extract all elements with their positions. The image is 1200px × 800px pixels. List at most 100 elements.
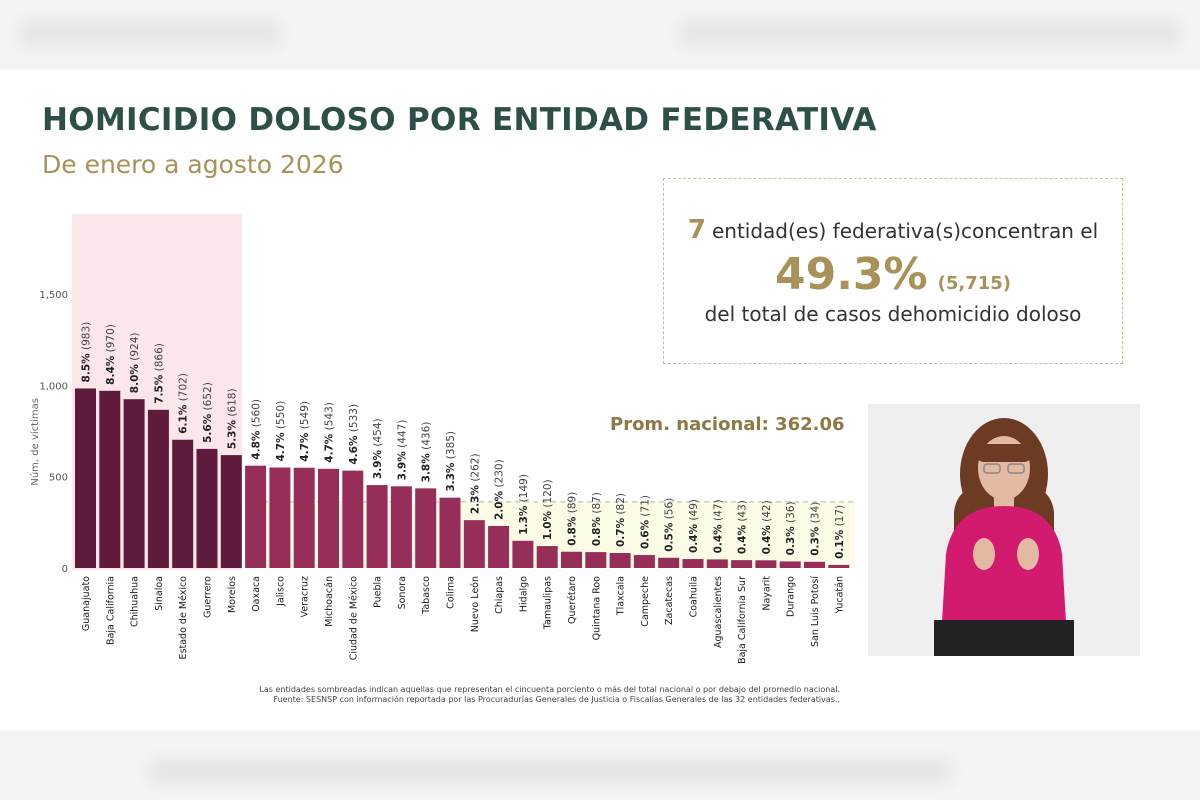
interpreter-figure <box>868 404 1140 656</box>
page-subtitle: De enero a agosto 2026 <box>42 150 344 179</box>
sign-language-interpreter <box>868 404 1140 656</box>
data-label-percent: 0.8% <box>567 516 579 546</box>
summary-percent: 49.3% <box>774 249 928 300</box>
data-label-count: (385) <box>445 431 457 463</box>
data-label-count: (42) <box>761 500 773 525</box>
data-label-count: (71) <box>639 495 651 520</box>
data-label-percent: 0.3% <box>785 526 797 556</box>
data-label-percent: 5.3% <box>226 420 238 450</box>
data-label: 6.1% (702) <box>178 373 190 434</box>
data-label-percent: 8.4% <box>105 355 117 385</box>
data-label-percent: 0.6% <box>639 519 651 549</box>
data-label: 0.7% (82) <box>615 493 627 547</box>
data-label-percent: 5.6% <box>202 413 214 443</box>
data-label: 8.4% (970) <box>105 324 117 385</box>
category-label: Chihuahua <box>130 576 141 627</box>
footnote-line-1: Las entidades sombreadas indican aquella… <box>259 685 840 694</box>
data-label-percent: 4.6% <box>348 435 360 465</box>
data-label-count: (82) <box>615 493 627 518</box>
data-label-count: (983) <box>81 322 93 354</box>
category-label: Guanajuato <box>81 576 92 631</box>
bar <box>536 546 558 568</box>
summary-line-2: 49.3% (5,715) <box>664 249 1122 300</box>
data-label: 0.4% (47) <box>712 499 724 553</box>
category-label: San Luis Potosí <box>810 576 821 647</box>
data-label: 3.3% (385) <box>445 431 457 492</box>
category-label: Ciudad de México <box>348 576 359 660</box>
data-label-count: (149) <box>518 474 530 506</box>
bar <box>682 559 704 568</box>
data-label-percent: 0.1% <box>834 529 846 559</box>
data-label: 4.7% (549) <box>299 401 311 462</box>
category-label: Michoacán <box>324 576 335 627</box>
data-label-percent: 0.7% <box>615 517 627 547</box>
data-label-percent: 0.5% <box>664 522 676 552</box>
bar <box>245 465 267 568</box>
data-label-percent: 6.1% <box>178 404 190 434</box>
bar <box>609 553 631 568</box>
data-label: 0.1% (17) <box>834 505 846 559</box>
category-label: Aguascalientes <box>713 576 724 648</box>
data-label-count: (43) <box>737 500 749 525</box>
data-label-percent: 0.4% <box>688 523 700 553</box>
data-label-percent: 3.9% <box>396 451 408 481</box>
bar <box>755 560 777 568</box>
data-label-count: (17) <box>834 505 846 530</box>
slide: HOMICIDIO DOLOSO POR ENTIDAD FEDERATIVA … <box>0 70 1200 730</box>
bar <box>99 390 121 568</box>
data-label: 1.0% (120) <box>542 479 554 540</box>
bar <box>463 520 485 568</box>
category-label: Guerrero <box>203 576 214 618</box>
data-label-percent: 4.7% <box>275 432 287 462</box>
bar <box>196 448 218 568</box>
data-label: 4.7% (550) <box>275 401 287 462</box>
bar <box>585 552 607 568</box>
category-label: Querétaro <box>567 576 578 624</box>
data-label-count: (120) <box>542 479 554 511</box>
data-label: 0.3% (34) <box>810 502 822 556</box>
bar <box>342 470 364 568</box>
data-label: 0.8% (89) <box>567 492 579 546</box>
category-label: Veracruz <box>300 576 311 617</box>
category-label: Durango <box>786 576 797 617</box>
data-label-percent: 0.4% <box>761 525 773 555</box>
data-label: 7.5% (866) <box>153 343 165 404</box>
category-label: Hidalgo <box>518 576 529 612</box>
data-label: 0.3% (36) <box>785 501 797 555</box>
category-label: Tlaxcala <box>616 576 627 616</box>
data-label-percent: 3.9% <box>372 449 384 479</box>
data-label-count: (702) <box>178 373 190 405</box>
data-label: 4.7% (543) <box>324 402 336 463</box>
data-label-count: (56) <box>664 498 676 523</box>
data-label-count: (533) <box>348 404 360 436</box>
blurred-header <box>680 20 1180 46</box>
page-title: HOMICIDIO DOLOSO POR ENTIDAD FEDERATIVA <box>42 102 877 138</box>
data-label-percent: 4.7% <box>299 432 311 462</box>
bar <box>439 497 461 568</box>
y-axis-label: Núm. de víctimas <box>29 398 41 486</box>
category-label: Tabasco <box>421 576 432 615</box>
bar <box>75 388 96 568</box>
data-label-count: (34) <box>810 502 822 527</box>
data-label-count: (262) <box>469 453 481 485</box>
bar-chart: 0 500 1,000 1,500 Núm. de víctimas 8.5% (983… <box>29 290 855 664</box>
summary-box: 7 entidad(es) federativa(s)concentran el … <box>663 178 1123 364</box>
data-label: 5.3% (618) <box>226 388 238 449</box>
data-label-percent: 0.8% <box>591 517 603 547</box>
bar <box>731 560 753 568</box>
data-label-percent: 1.3% <box>518 505 530 535</box>
category-label: Colima <box>446 576 457 609</box>
bar <box>147 409 169 568</box>
data-label: 2.3% (262) <box>469 453 481 514</box>
bar <box>269 467 291 568</box>
bar <box>366 485 388 568</box>
bar <box>415 488 437 568</box>
data-label: 3.8% (436) <box>421 422 433 483</box>
bar <box>828 564 850 568</box>
y-tick-label: 1,000 <box>39 381 68 392</box>
bar <box>779 561 801 568</box>
category-label: Morelos <box>227 576 238 613</box>
data-label-percent: 7.5% <box>153 374 165 404</box>
blurred-bottom-strip <box>0 730 1200 800</box>
data-label-percent: 2.3% <box>469 485 481 515</box>
